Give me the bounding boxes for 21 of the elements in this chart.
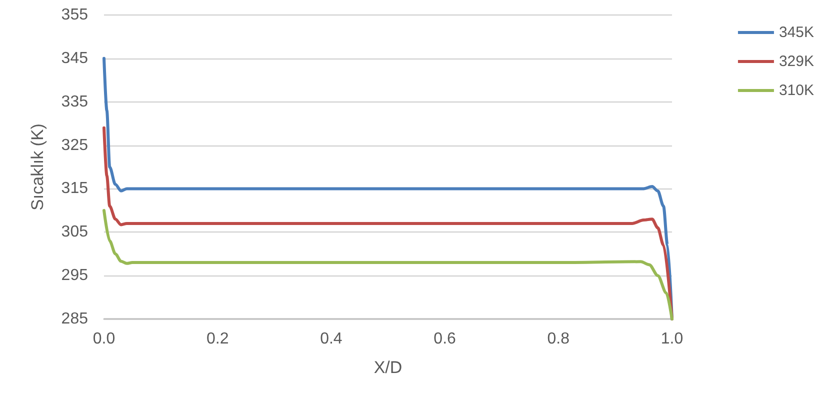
x-tick-label: 1.0 <box>660 330 684 348</box>
legend-label: 345K <box>778 24 814 41</box>
x-tick-label: 0.8 <box>547 330 570 348</box>
y-tick-label: 325 <box>61 136 88 154</box>
line-series <box>102 126 674 320</box>
y-tick-label: 335 <box>61 93 88 110</box>
line-series <box>102 208 674 320</box>
y-tick-label: 285 <box>61 310 88 328</box>
legend-label: 329K <box>778 53 814 70</box>
y-tick-label: 295 <box>61 267 88 284</box>
x-tick-label: 0.2 <box>206 330 229 348</box>
y-tick-label: 345 <box>61 50 88 67</box>
legend-label: 310K <box>778 82 814 99</box>
x-tick-label: 0.4 <box>320 330 342 348</box>
x-axis-title: X/D <box>374 358 402 377</box>
x-tick-label: 0.0 <box>92 330 116 348</box>
y-tick-label: 315 <box>61 180 88 198</box>
y-tick-label: 355 <box>61 6 88 24</box>
x-tick-label: 0.6 <box>434 330 456 348</box>
y-tick-label: 305 <box>61 224 88 241</box>
y-axis-title: Sıcaklık (K) <box>28 124 47 210</box>
